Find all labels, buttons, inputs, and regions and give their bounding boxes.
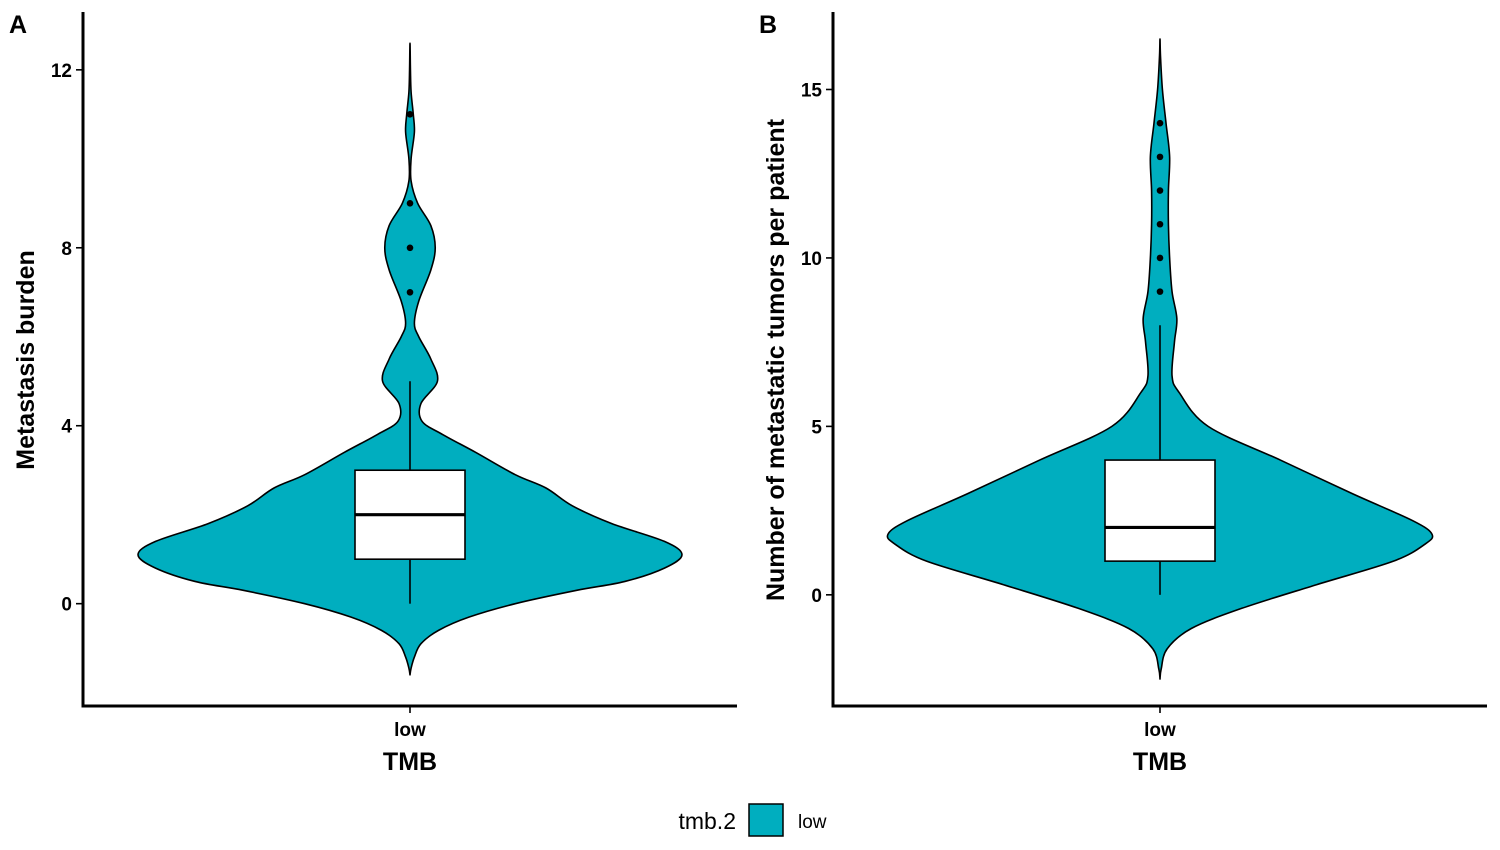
y-tick-label-b-0: 0 [811,586,822,607]
legend-label: low [798,812,827,833]
violin-a [137,42,683,676]
legend: tmb.2 low [678,803,827,837]
panel-a-tag: A [9,11,27,39]
y-tick-label-a-3: 12 [51,61,72,82]
legend-key-swatch [748,803,784,837]
box-b [1104,459,1216,562]
y-tick-label-a-0: 0 [61,595,72,616]
panel-b-x-title: TMB [1133,748,1187,776]
panel-a-x-title: TMB [383,748,437,776]
x-tick-label-a-0: low [394,720,426,741]
outlier-point-a-3 [406,111,414,118]
panel-b: B 0 5 10 15 low TMB Number of metastatic tum… [759,11,1487,776]
panel-b-y-title: Number of metastatic tumors per patient [762,118,790,601]
outlier-point-b-4 [1156,153,1164,161]
outlier-point-a-0 [406,288,414,296]
panel-a-plot: 0 4 8 12 low [51,12,737,741]
panel-b-plot: 0 5 10 15 low [801,12,1487,741]
y-tick-label-a-2: 8 [61,239,72,260]
y-tick-label-b-3: 15 [801,80,823,101]
panel-a-y-title: Metastasis burden [12,250,40,470]
legend-title: tmb.2 [678,808,736,834]
outlier-point-b-0 [1156,288,1164,295]
y-tick-label-a-1: 4 [61,417,72,438]
x-tick-label-b-0: low [1144,720,1176,741]
outlier-point-b-2 [1156,220,1164,228]
panel-b-tag: B [759,11,777,39]
y-tick-label-b-1: 5 [811,417,822,438]
outlier-point-b-1 [1156,254,1164,262]
y-tick-label-b-2: 10 [801,249,822,270]
outlier-point-a-2 [406,199,414,207]
outlier-point-b-3 [1156,187,1164,194]
panel-a: A 0 4 8 12 low TMB Metastasis burden [9,11,737,776]
outlier-point-a-1 [406,244,414,252]
outlier-point-b-5 [1156,119,1164,127]
